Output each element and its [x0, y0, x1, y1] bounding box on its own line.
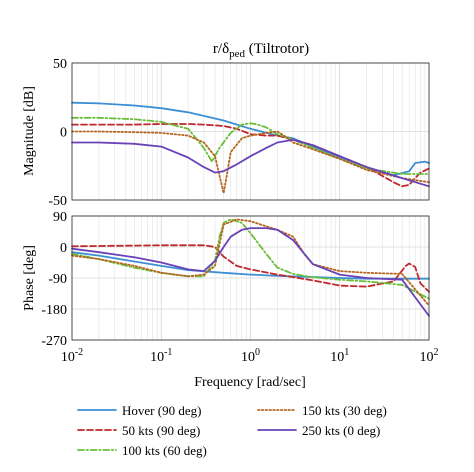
- phase-y-tick-label: 0: [60, 241, 67, 256]
- x-tick-label: 10-1: [150, 347, 172, 365]
- magnitude-series-100-kts-60-deg: [71, 116, 430, 175]
- magnitude-series: [71, 101, 430, 195]
- magnitude-series-hover-90-deg: [71, 101, 430, 177]
- phase-y-tick-label: 90: [53, 210, 67, 225]
- phase-x-ticks: 10-2 10-1 100 101 102: [61, 347, 439, 365]
- legend-label: 100 kts (60 deg): [122, 443, 207, 458]
- legend-label: 250 kts (0 deg): [302, 423, 380, 438]
- magnitude-panel: -50 0 50 Magnitude [dB]: [22, 57, 430, 209]
- legend-label: Hover (90 deg): [122, 403, 201, 418]
- phase-series-150-kts-30-deg: [71, 218, 430, 307]
- magnitude-y-label: Magnitude [dB]: [22, 86, 37, 176]
- phase-y-label: Phase [deg]: [22, 245, 37, 311]
- phase-y-tick-label: -180: [41, 303, 67, 318]
- legend-label: 50 kts (90 deg): [122, 423, 200, 438]
- magnitude-y-tick-label: -50: [48, 194, 67, 209]
- x-tick-label: 10-2: [61, 347, 83, 365]
- chart-title-subscript: ped: [229, 48, 245, 60]
- magnitude-series-250-kts-0-deg: [71, 138, 430, 188]
- magnitude-y-tick-label: 0: [60, 126, 67, 141]
- magnitude-y-ticks: -50 0 50: [48, 57, 67, 209]
- chart-title: r/δped (Tiltrotor): [213, 41, 309, 60]
- phase-series-50-kts-90-deg: [71, 244, 430, 293]
- phase-y-ticks: -270 -180 -90 0 90: [41, 210, 67, 349]
- chart-title-suffix: (Tiltrotor): [245, 41, 309, 57]
- magnitude-axes-box: [71, 62, 430, 201]
- x-tick-label: 100: [241, 347, 260, 365]
- magnitude-y-tick-label: 50: [53, 57, 67, 72]
- phase-y-tick-label: -90: [48, 272, 67, 287]
- phase-series-250-kts-0-deg: [71, 227, 430, 317]
- chart-title-main: r/δ: [213, 41, 229, 57]
- phase-panel: -270 -180 -90 0 90 10-2 10-1 100 101 102 Phase […: [22, 210, 439, 390]
- frequency-x-label: Frequency [rad/sec]: [194, 375, 306, 390]
- phase-y-tick-label: -270: [41, 334, 67, 349]
- magnitude-series-150-kts-30-deg: [71, 130, 430, 195]
- x-tick-label: 101: [330, 347, 349, 365]
- legend: Hover (90 deg) 150 kts (30 deg) 50 kts (90…: [77, 403, 387, 458]
- phase-series: [71, 218, 430, 317]
- legend-label: 150 kts (30 deg): [302, 403, 387, 418]
- x-tick-label: 102: [420, 347, 439, 365]
- phase-axes-box: [71, 215, 430, 341]
